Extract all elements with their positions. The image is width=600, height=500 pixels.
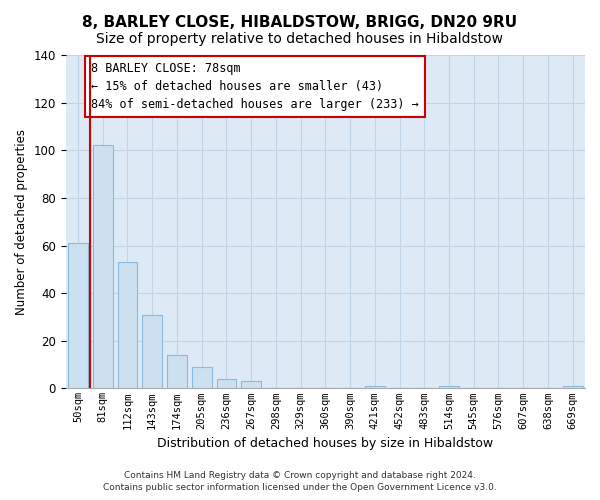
Bar bbox=[118, 262, 137, 388]
Bar bbox=[93, 146, 113, 388]
Text: 8, BARLEY CLOSE, HIBALDSTOW, BRIGG, DN20 9RU: 8, BARLEY CLOSE, HIBALDSTOW, BRIGG, DN20… bbox=[82, 15, 518, 30]
Text: Contains HM Land Registry data © Crown copyright and database right 2024.
Contai: Contains HM Land Registry data © Crown c… bbox=[103, 471, 497, 492]
Bar bbox=[563, 386, 583, 388]
X-axis label: Distribution of detached houses by size in Hibaldstow: Distribution of detached houses by size … bbox=[157, 437, 493, 450]
Y-axis label: Number of detached properties: Number of detached properties bbox=[15, 128, 28, 314]
Bar bbox=[68, 243, 88, 388]
Text: 8 BARLEY CLOSE: 78sqm
← 15% of detached houses are smaller (43)
84% of semi-deta: 8 BARLEY CLOSE: 78sqm ← 15% of detached … bbox=[91, 62, 419, 111]
Bar bbox=[192, 367, 212, 388]
Bar bbox=[217, 379, 236, 388]
Bar bbox=[241, 381, 261, 388]
Bar bbox=[439, 386, 459, 388]
Bar bbox=[365, 386, 385, 388]
Bar bbox=[167, 355, 187, 388]
Bar bbox=[142, 314, 162, 388]
Text: Size of property relative to detached houses in Hibaldstow: Size of property relative to detached ho… bbox=[97, 32, 503, 46]
